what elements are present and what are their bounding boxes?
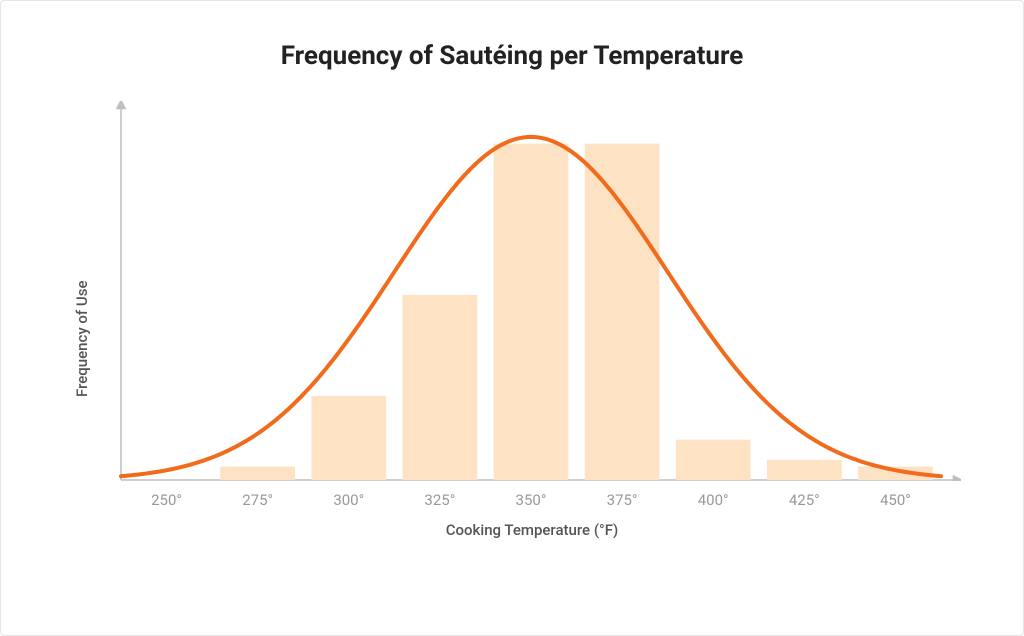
x-tick: 300° — [303, 491, 394, 509]
x-tick-row: 250°275°300°325°350°375°400°425°450° — [121, 491, 941, 509]
chart-title: Frequency of Sautéing per Temperature — [51, 41, 973, 71]
x-tick: 350° — [485, 491, 576, 509]
x-tick: 400° — [668, 491, 759, 509]
x-tick: 275° — [212, 491, 303, 509]
x-axis-label: Cooking Temperature (°F) — [101, 521, 963, 539]
plot-area: Frequency of Use 250°275°300°325°350°375… — [101, 101, 963, 539]
x-tick: 325° — [394, 491, 485, 509]
chart-svg — [101, 101, 961, 481]
y-axis-label: Frequency of Use — [73, 281, 91, 398]
x-tick: 250° — [121, 491, 212, 509]
x-tick: 375° — [577, 491, 668, 509]
x-tick: 425° — [759, 491, 850, 509]
x-tick: 450° — [850, 491, 941, 509]
chart-card: Frequency of Sautéing per Temperature Fr… — [0, 0, 1024, 636]
